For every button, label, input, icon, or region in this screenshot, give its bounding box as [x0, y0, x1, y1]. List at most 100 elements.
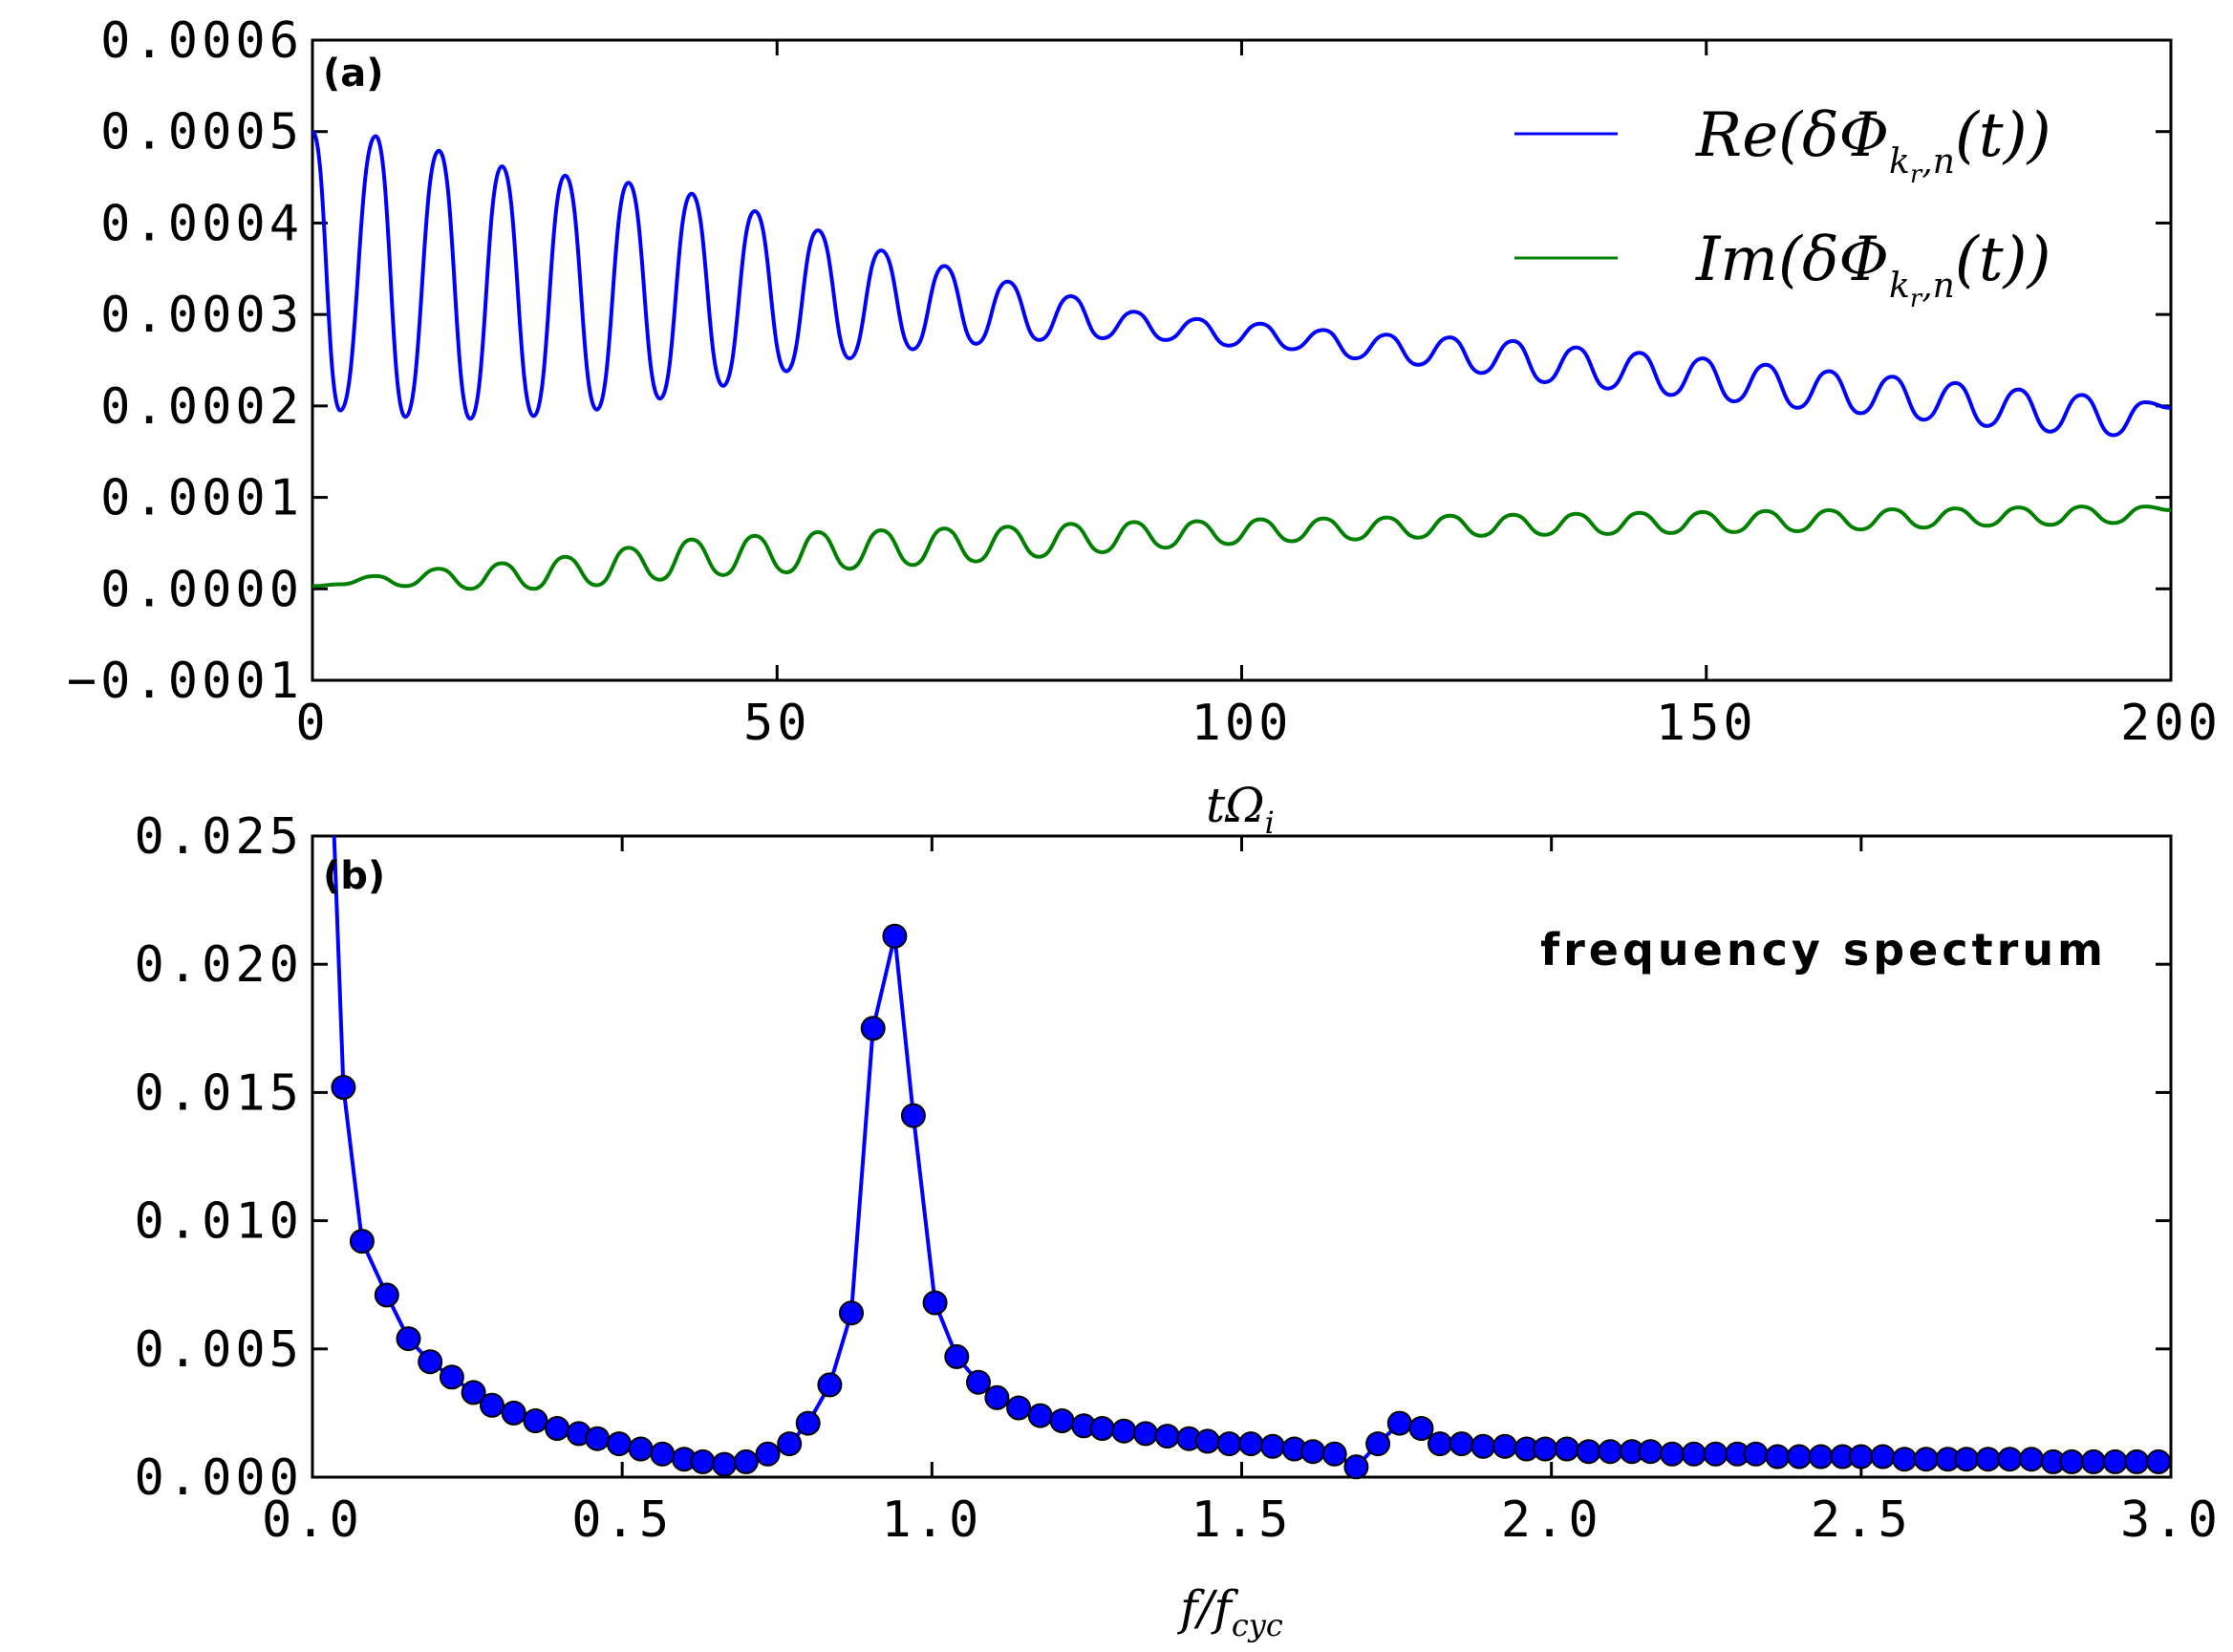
panel-b-annotation: frequency spectrum [1540, 924, 2107, 976]
panel-b-data-point [1154, 1424, 1180, 1449]
panel-b-data-point [1133, 1421, 1158, 1447]
panel-b-data-point [1765, 1444, 1791, 1470]
legend-im-main: Im(δΦ [1695, 225, 1889, 295]
panel-b-data-point [585, 1426, 611, 1451]
panel-b-data-point [1321, 1441, 1347, 1467]
panel-a-x-tick-label: 100 [1192, 695, 1293, 752]
panel-b-xlabel-sub: cyc [1232, 1607, 1283, 1643]
panel-b-y-tick-label: 0.020 [134, 936, 303, 994]
panel-b-data-point [1913, 1447, 1939, 1472]
panel-b-data-point [1428, 1431, 1452, 1457]
panel-b-x-tick-label: 2.0 [1501, 1491, 1602, 1549]
panel-b-data-point [839, 1300, 864, 1326]
panel-b-y-tick-label: 0.005 [134, 1321, 303, 1379]
panel-b-x-tick-label: 0.0 [262, 1491, 363, 1549]
legend-im-sub2: ,n [1922, 267, 1955, 306]
panel-b-data-point [1089, 1416, 1115, 1441]
panel-b-data-point [733, 1448, 759, 1474]
legend-re-sub2: ,n [1922, 142, 1955, 182]
legend: Re(δΦkr,n(t)) Im(δΦkr,n(t)) [1514, 100, 2051, 313]
legend-im-sub: k [1889, 267, 1910, 306]
panel-b-data-point [1343, 1454, 1369, 1480]
panel-a-y-tick-label: −0.0001 [67, 653, 303, 710]
panel-b-data-point [755, 1441, 781, 1467]
panel-a: −0.0001 0.0000 0.0001 0.0002 0.0003 0.0004 0.0… [67, 12, 2218, 841]
panel-b-data-point [1703, 1441, 1728, 1467]
panel-b-data-point [374, 1282, 399, 1308]
panel-b-data-point [2081, 1448, 2106, 1474]
panel-b-x-ticks: 0.0 0.5 1.0 1.5 2.0 2.5 3.0 [262, 836, 2218, 1549]
panel-b-data-point [1216, 1431, 1242, 1457]
panel-b-data-point [1660, 1441, 1685, 1467]
panel-b-data-point [795, 1410, 821, 1436]
panel-b-data-point [523, 1408, 548, 1433]
panel-b-data-point [480, 1392, 505, 1418]
panel-b-data-point [1194, 1428, 1220, 1454]
legend-im-tail: (t)) [1955, 225, 2051, 295]
panel-b-y-tick-label: 0.010 [134, 1193, 303, 1251]
legend-re-main: Re(δΦ [1695, 100, 1889, 171]
panel-b-data-point [1743, 1441, 1769, 1467]
panel-b-data-point [922, 1290, 948, 1316]
panel-b-data-point [1997, 1447, 2023, 1472]
panel-b-data-point [1471, 1433, 1496, 1459]
panel-b-data-point [1848, 1444, 1874, 1470]
panel-b-data-point [1638, 1439, 1664, 1465]
panel-b-data-point [1049, 1408, 1075, 1433]
panel-b-x-tick-label: 2.5 [1811, 1491, 1912, 1549]
panel-b-data-point [501, 1400, 526, 1426]
panel-a-xlabel: tΩi [1206, 778, 1275, 841]
panel-b-y-tick-label: 0.015 [134, 1064, 303, 1122]
panel-b-data-point [984, 1384, 1010, 1410]
legend-re-tail: (t)) [1955, 100, 2051, 171]
panel-b-data-point [777, 1431, 803, 1457]
panel-b-data-point [1408, 1416, 1434, 1441]
panel-b-label: (b) [323, 854, 385, 898]
panel-b-y-tick-label: 0.000 [134, 1449, 303, 1507]
panel-b-data-point [1386, 1410, 1412, 1436]
panel-b-data-point [418, 1349, 443, 1375]
panel-a-y-ticks: −0.0001 0.0000 0.0001 0.0002 0.0003 0.0004 0.0… [67, 12, 2171, 710]
panel-b-data-point [1027, 1403, 1053, 1428]
panel-b-data-point [1554, 1436, 1579, 1462]
panel-b-data-point [1681, 1441, 1707, 1467]
panel-a-label: (a) [323, 52, 384, 96]
panel-b-data-point [2102, 1448, 2128, 1474]
panel-b-data-point [882, 923, 908, 949]
panel-b-data-point [331, 1075, 356, 1100]
legend-label-re: Re(δΦkr,n(t)) [1695, 100, 2051, 189]
panel-a-xlabel-main: tΩ [1206, 778, 1265, 833]
panel-a-y-tick-label: 0.0002 [100, 378, 303, 436]
panel-b-data-point [439, 1364, 464, 1390]
panel-b: 0.000 0.005 0.010 0.015 0.020 0.025 0.0 0.5 1.0… [134, 808, 2218, 1643]
panel-a-series-line-0 [311, 129, 2172, 438]
panel-b-data-point [606, 1431, 632, 1457]
panel-b-series [331, 835, 2171, 1480]
panel-b-data-point [1870, 1444, 1896, 1470]
legend-re-sub: k [1889, 142, 1910, 182]
panel-a-y-tick-label: 0.0001 [100, 470, 303, 527]
panel-a-y-tick-label: 0.0004 [100, 195, 303, 252]
panel-b-y-ticks: 0.000 0.005 0.010 0.015 0.020 0.025 [134, 808, 2171, 1507]
panel-b-data-point [1954, 1447, 1980, 1472]
panel-b-data-point [1492, 1433, 1517, 1459]
panel-b-data-point [2019, 1447, 2045, 1472]
legend-label-im: Im(δΦkr,n(t)) [1695, 225, 2050, 313]
panel-b-x-tick-label: 0.5 [571, 1491, 673, 1549]
panel-b-data-point [1576, 1439, 1601, 1465]
panel-b-data-point [1533, 1436, 1558, 1462]
panel-b-xlabel-main: f/f [1176, 1580, 1238, 1636]
legend-im-subsub: r [1910, 285, 1923, 313]
panel-b-data-point [349, 1229, 375, 1255]
panel-b-data-point [900, 1103, 926, 1128]
panel-a-y-tick-label: 0.0006 [100, 12, 303, 70]
panel-b-data-point [860, 1016, 886, 1041]
panel-b-data-point [2146, 1448, 2171, 1474]
panel-b-data-point [628, 1436, 654, 1462]
panel-b-data-point [690, 1448, 716, 1474]
panel-b-data-point [1111, 1418, 1137, 1444]
panel-b-data-point [817, 1372, 843, 1398]
panel-b-data-point [1365, 1431, 1391, 1457]
panel-b-data-point [1892, 1447, 1918, 1472]
